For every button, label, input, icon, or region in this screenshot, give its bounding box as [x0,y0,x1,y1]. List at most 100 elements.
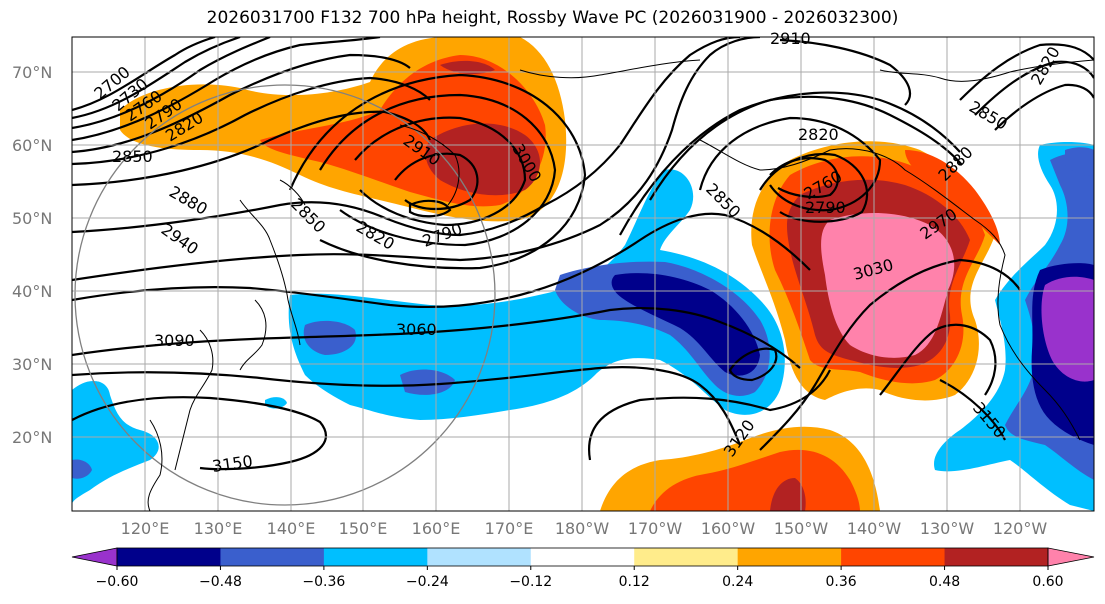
longitude-labels: 120°E 130°E 140°E 150°E 160°E 170°E 180°… [121,519,1048,538]
colorbar-bin [427,548,532,566]
lat-label: 50°N [12,209,52,228]
colorbar-tick-label: −0.60 [96,574,139,590]
height-contour [72,76,431,166]
height-contour [994,83,1094,131]
height-contour [72,37,216,112]
lon-label: 160°W [701,519,756,538]
height-contour [959,43,1094,101]
graticule [72,37,1094,511]
lat-label: 20°N [12,428,52,447]
height-contour [72,37,381,142]
lon-label: 170°E [485,519,534,538]
height-contour [759,258,1021,451]
colorbar-tick-label: 0.60 [1032,574,1063,590]
colorbar-bin [323,548,428,566]
lon-label: 140°E [267,519,316,538]
height-contour [649,95,963,201]
colorbar-tick-label: 0.12 [619,574,650,590]
colorbar-bin [530,548,635,566]
anomaly-positive-south-mid [650,449,860,511]
colorbar-extend-min [71,547,118,567]
anomaly-negative-pacific-band-core [611,273,760,376]
lat-label: 40°N [12,282,52,301]
height-contour [72,37,271,130]
colorbar-bin [117,548,221,566]
height-contour [72,37,241,120]
colorbar [71,547,1095,567]
lon-label: 140°W [847,519,902,538]
colorbar-extend-max [1047,547,1095,567]
coastlines [147,59,1094,511]
height-contour [319,93,557,247]
colorbar-bin [944,548,1049,566]
anomaly-negative-southwest [72,380,159,505]
map-frame [71,36,1095,512]
anomaly-positive-north-max2 [440,60,495,75]
contour-label: 2790 [805,198,846,217]
colorbar-bin [737,548,842,566]
height-contour [72,53,411,154]
colorbar-tick-label: −0.24 [406,574,449,590]
height-contour [974,60,1094,116]
colorbar-bin [220,548,325,566]
contour-label: 3060 [396,320,437,339]
lat-label: 60°N [12,136,52,155]
anomaly-positive-south-max [770,478,806,511]
colorbar-tick-label: 0.48 [929,574,960,590]
height-contour [288,73,587,270]
height-contour [759,152,869,223]
lon-label: 170°W [628,519,683,538]
lon-label: 130°W [920,519,975,538]
anomaly-positive-north-max [425,123,540,196]
height-contour [394,152,479,210]
height-contour [588,369,831,461]
lon-label: 160°E [412,519,461,538]
map-title: 2026031700 F132 700 hPa height, Rossby W… [206,8,899,28]
map-area [72,37,1094,511]
anomaly-negative-east-max [1041,276,1094,382]
contour-label: 2820 [798,125,839,144]
lon-label: 150°E [339,519,388,538]
range-ring [74,84,496,506]
height-contour [939,379,1006,441]
lon-label: 180°W [555,519,610,538]
lon-label: 120°E [121,519,170,538]
height-contour [408,199,452,218]
height-contour [619,91,961,236]
lon-label: 120°W [993,519,1048,538]
height-contour [72,37,761,282]
contour-label: 2910 [770,29,811,48]
height-contour [72,37,741,237]
colorbar-bin [841,548,946,566]
height-contour [354,116,527,227]
height-contour [72,366,742,446]
height-contour [72,110,432,187]
anomaly-negative-pacific-band [288,169,785,420]
colorbar-tick-label: −0.48 [199,574,242,590]
lat-label: 70°N [12,63,52,82]
lon-label: 150°W [774,519,829,538]
height-contour [72,212,811,309]
height-contour [728,347,778,382]
contour-label: 3090 [154,331,195,350]
latitude-labels: 70°N 60°N 50°N 40°N 30°N 20°N [12,63,52,447]
colorbar-ticks: −0.60 −0.48 −0.36 −0.24 −0.12 0.12 0.24 0.36 0.4… [96,566,1064,590]
anomaly-negative-west-blob [303,320,356,355]
height-contour [879,323,997,396]
lat-label: 30°N [12,355,52,374]
colorbar-tick-label: 0.24 [722,574,753,590]
height-contour [779,38,912,106]
anomaly-negative-east-top [1065,147,1094,176]
colorbar-tick-label: −0.36 [302,574,345,590]
anomaly-negative-southwest-core [72,459,92,479]
contour-label: 2850 [112,147,153,166]
lon-label: 130°E [194,519,243,538]
anomaly-negative-mid-blob [400,369,455,395]
colorbar-frame [116,547,1049,567]
colorbar-tick-label: −0.12 [509,574,552,590]
colorbar-tick-label: 0.36 [826,574,857,590]
height-contour [72,396,327,471]
height-contour [72,306,801,369]
colorbar-bin [634,548,739,566]
